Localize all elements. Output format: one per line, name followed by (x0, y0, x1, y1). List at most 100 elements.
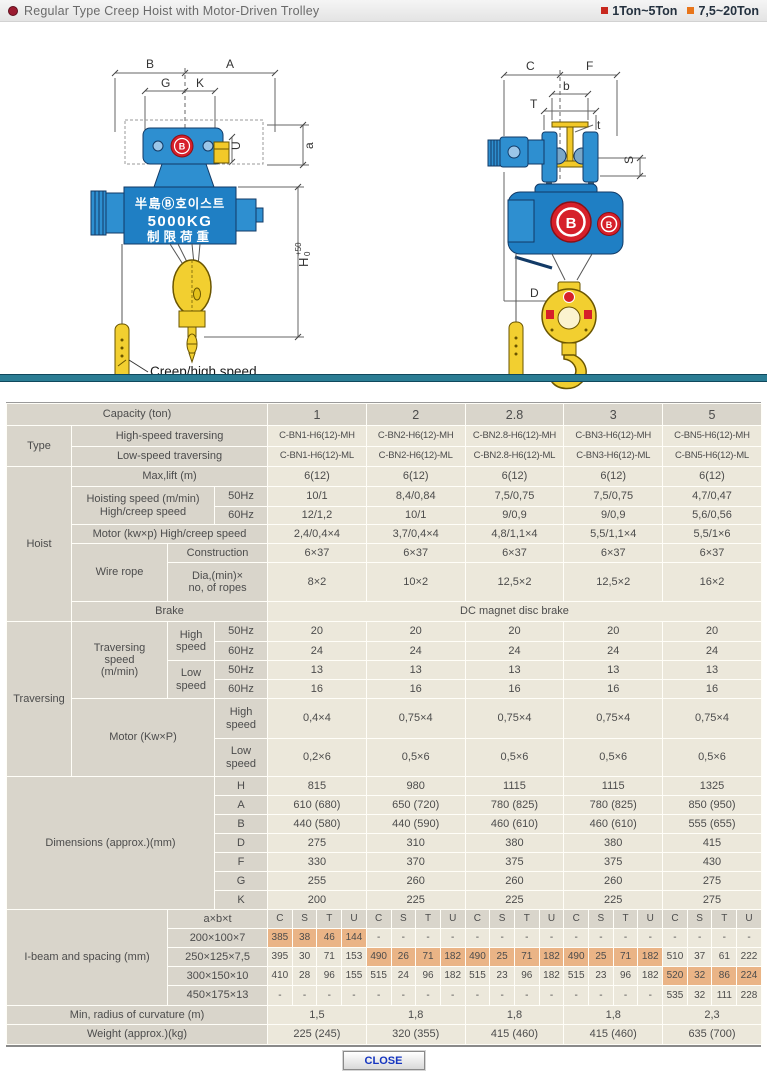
spec-cell: 6(12) (267, 466, 367, 487)
spec-cell: 0,75×4 (365, 698, 466, 739)
red-square-icon (601, 7, 609, 14)
spec-cell: 16×2 (662, 562, 762, 602)
spec-cell: C-BN3-H6(12)-MH (563, 425, 664, 447)
spec-cell: 9/0,9 (563, 506, 664, 525)
spec-cell: 380 (464, 833, 565, 853)
spec-cell: Motor (Kw×P) (71, 698, 215, 777)
spec-cell: 850 (950) (662, 795, 762, 815)
spec-cell: 0,5×6 (563, 738, 664, 777)
spec-cell: 2,4/0,4×4 (267, 524, 367, 544)
spec-cell: Hoist (6, 466, 72, 622)
spec-cell: 275 (662, 871, 762, 891)
spec-cell: C-BN1-H6(12)-ML (267, 446, 367, 467)
spec-cell: 5,6/0,56 (662, 506, 762, 525)
spec-cell: 96 (612, 966, 639, 986)
spec-cell: DC magnet disc brake (267, 601, 762, 622)
spec-cell: Low speed (213, 738, 269, 777)
spec-cell: 228 (736, 985, 762, 1006)
spec-cell: 440 (590) (365, 814, 466, 834)
spec-cell: 5,5/1,1×4 (563, 524, 664, 544)
spec-cell: Dia,(min)× no, of ropes (166, 562, 269, 602)
spec-cell: - (365, 985, 392, 1006)
spec-cell: - (563, 928, 590, 948)
spec-cell: - (439, 985, 466, 1006)
spec-cell: 320 (355) (365, 1024, 466, 1045)
spec-cell: U (736, 909, 762, 929)
spec-cell: 38 (291, 928, 318, 948)
spec-cell: 225 (365, 890, 466, 910)
spec-cell: 980 (365, 776, 466, 796)
ibeam-top-flange (551, 121, 589, 128)
spec-cell: 24 (365, 641, 466, 661)
spec-cell: 1,8 (464, 1005, 565, 1025)
spec-cell: 16 (267, 679, 367, 699)
spec-cell: 9/0,9 (464, 506, 565, 525)
spec-cell: 780 (825) (563, 795, 664, 815)
spec-cell: 1115 (464, 776, 565, 796)
spec-cell: High speed (167, 621, 215, 661)
spec-cell: U (637, 909, 664, 929)
spec-cell: - (612, 985, 639, 1006)
spec-cell: G (213, 871, 269, 891)
spec-cell: High-speed traversing (70, 425, 269, 447)
spec-cell: 0,5×6 (662, 738, 762, 777)
spec-cell: 225 (245) (267, 1024, 367, 1045)
spec-cell: - (365, 928, 392, 948)
spec-cell: S (489, 909, 515, 929)
spec-cell: 71 (316, 947, 343, 967)
spec-cell: 23 (588, 966, 614, 986)
spec-cell: 6(12) (365, 466, 466, 487)
svg-text:B: B (606, 220, 613, 230)
spec-cell: Dimensions (approx.)(mm) (6, 776, 215, 910)
spec-cell: 3 (563, 403, 664, 426)
spec-cell: 71 (612, 947, 639, 967)
spec-cell: 20 (267, 621, 367, 642)
spec-cell: 5 (662, 403, 762, 426)
spec-cell: Hoisting speed (m/min) High/creep speed (71, 486, 215, 525)
spec-cell: C-BN3-H6(12)-ML (563, 446, 664, 467)
spec-cell: 60Hz (213, 506, 269, 525)
spec-cell: 0,4×4 (267, 698, 367, 739)
spec-cell: 6(12) (464, 466, 565, 487)
spec-cell: 460 (610) (464, 814, 565, 834)
spec-cell: 515 (563, 966, 590, 986)
spec-cell: 2,3 (662, 1005, 762, 1025)
spec-cell: U (341, 909, 367, 929)
nameplate-line2: 5000KG (148, 213, 213, 230)
spec-cell: 12,5×2 (563, 562, 664, 602)
spec-cell: 25 (588, 947, 614, 967)
spec-cell: - (341, 985, 367, 1006)
spec-cell: 7,5/0,75 (563, 486, 664, 507)
spec-cell: 450×175×13 (166, 985, 269, 1006)
spec-cell: 635 (700) (662, 1024, 762, 1045)
spec-cell: 24 (267, 641, 367, 661)
spec-cell: - (489, 928, 515, 948)
spec-cell: 535 (662, 985, 688, 1006)
spec-cell: 330 (267, 852, 367, 872)
spec-cell: 24 (464, 641, 565, 661)
spec-cell: 555 (655) (662, 814, 762, 834)
spec-cell: 71 (513, 947, 540, 967)
spec-cell: C (662, 909, 688, 929)
spec-cell: High speed (213, 698, 269, 739)
svg-text:B: B (179, 142, 186, 152)
close-button[interactable]: CLOSE (341, 1050, 426, 1071)
spec-cell: 2.8 (464, 403, 565, 426)
spec-cell: 200×100×7 (166, 928, 269, 948)
spec-cell: 96 (316, 966, 343, 986)
spec-cell: - (390, 985, 417, 1006)
spec-cell: 20 (365, 621, 466, 642)
spec-cell: 225 (563, 890, 664, 910)
spec-cell: 20 (662, 621, 762, 642)
spec-cell: 182 (637, 947, 664, 967)
spec-cell: 815 (267, 776, 367, 796)
spec-cell: S (291, 909, 318, 929)
spec-cell: 182 (439, 947, 466, 967)
spec-cell: - (267, 985, 293, 1006)
spec-cell: 222 (736, 947, 762, 967)
spec-table: Capacity (ton) 1 2 2.8 3 5 Type High-speed trav… (5, 403, 762, 1045)
spec-cell: - (588, 985, 614, 1006)
spec-cell: 60Hz (213, 641, 269, 661)
spec-cell: 26 (390, 947, 417, 967)
spec-cell: 50Hz (213, 660, 269, 680)
